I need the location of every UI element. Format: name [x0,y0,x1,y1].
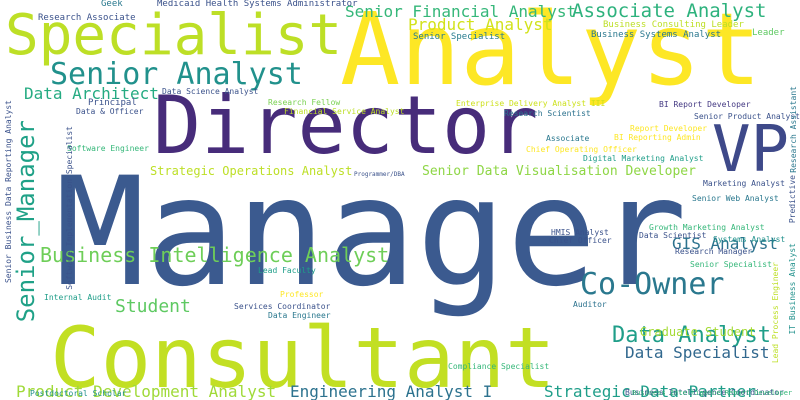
word-financial-service-analyst: Financial Service Analyst [284,107,405,116]
word-business-intelligence-coordinator: Business Intelligence Coordinator [625,388,784,397]
word-graduate-student: Graduate Student [640,325,756,339]
word-digital-marketing-analyst: Digital Marketing Analyst [583,154,704,163]
word-business-intelligence-report-developer: Business Intelligence Report Developer [632,389,793,397]
word-senior-specialist-top: Senior Specialist [413,32,506,42]
word-lead-process-engineer: Lead Process Engineer [771,262,780,364]
word-software-implementation-specialist: Software Implementation Specialist [65,126,74,290]
word-associate-analyst: Associate Analyst [572,0,767,22]
word-senior-analyst: Senior Analyst [50,57,303,92]
word-senior-specialist-right: Senior Specialist [690,260,772,269]
word-gis-analyst: GIS Analyst [672,234,778,253]
word-director: Director [153,79,539,172]
word-consultant: Consultant [50,309,556,400]
word-business-systems-analyst: Business Systems Analyst [591,30,722,40]
word-medicaid-health-systems-administrator: Medicaid Health Systems Administrator [157,0,358,9]
word-lead-faculty: Lead Faculty [258,266,316,275]
word-internal-audit: Internal Audit [44,293,112,302]
word-enterprise-delivery-analyst-iii: Enterprise Delivery Analyst III [456,99,606,108]
word-strategic-data-partner: Strategic Data Partner [544,382,756,400]
word-co-owner: Co-Owner [580,267,725,302]
word-student: Student [115,296,191,317]
word-postdoctoral-scholar: Postdoctoral Scholar [30,389,127,398]
word-vp: VP [712,113,790,187]
word-programmer-dba: Programmer/DBA [354,171,405,178]
word-product-development-analyst: Product Development Analyst [16,382,277,400]
word-senior-financial-analyst: Senior Financial Analyst [345,2,577,21]
word-data-officer: Data & Officer [76,107,144,116]
word-report-developer: Report Developer [630,124,708,133]
word-research-manager: Research Manager [675,247,753,256]
word-research-fellow: Research Fellow [268,98,341,107]
word-senior-data-visualisation-developer: Senior Data Visualisation Developer [422,164,696,179]
word-compliance-specialist: Compliance Specialist [448,362,550,371]
word-associate: Associate [546,134,590,143]
word-marketing-analyst: Marketing Analyst [703,179,785,188]
word-research-assistant: Research Assistant [789,86,798,173]
word-bi-reporting-admin: BI Reporting Admin [614,133,701,142]
word-data-scientist: Data Scientist [639,231,707,240]
word-services-coordinator: Services Coordinator [234,302,331,311]
word-data-specialist: Data Specialist [625,343,770,362]
word-software-engineer: Software Engineer [67,144,149,153]
word-data-science-analyst: Data Science Analyst [162,87,259,96]
word-principal: Principal [88,98,137,108]
word-geek: Geek [101,0,123,9]
word-chief-operating-officer: Chief Operating Officer [526,145,637,154]
word-senior-business-data-reporting-analyst: Senior Business Data Reporting Analyst [4,100,13,284]
word-product-analyst: Product Analyst [408,15,553,34]
word-it-business-analyst: IT Business Analyst [788,243,797,335]
word-predictive: Predictive [788,175,797,224]
word-auditor: Auditor [573,300,607,309]
word-research-associate: Research Associate [38,13,136,23]
word-senior-manager: Senior_Manager [12,120,40,323]
word-leader: Leader [752,28,785,38]
word-data-architect: Data Architect [24,84,159,103]
word-hmis-analyst: HMIS Analyst [551,228,609,237]
word-analyst: Analyst [340,0,762,108]
word-systems-analyst: Systems Analyst [713,235,786,244]
word-senior-product-analyst: Senior Product Analyst [694,112,800,121]
word-data-analyst: Data Analyst [612,323,771,348]
word-bi-report-developer: BI Report Developer [659,100,751,109]
word-chief-officer: Chief Officer [549,236,612,245]
word-manager: Manager [55,146,688,320]
word-engineering-analyst-i: Engineering Analyst I [290,382,493,400]
word-strategic-operations-analyst: Strategic Operations Analyst [150,164,353,178]
word-professor: Professor [280,290,324,299]
word-business-consulting-leader: Business Consulting Leader [603,20,744,30]
word-research-scientist: Research Scientist [504,109,591,118]
word-data-engineer: Data Engineer [268,311,331,320]
word-growth-marketing-analyst: Growth Marketing Analyst [649,223,765,232]
word-business-intelligence-analyst: Business Intelligence Analyst [40,243,390,267]
word-specialist: Specialist [5,3,343,68]
word-senior-web-analyst: Senior Web Analyst [692,194,779,203]
